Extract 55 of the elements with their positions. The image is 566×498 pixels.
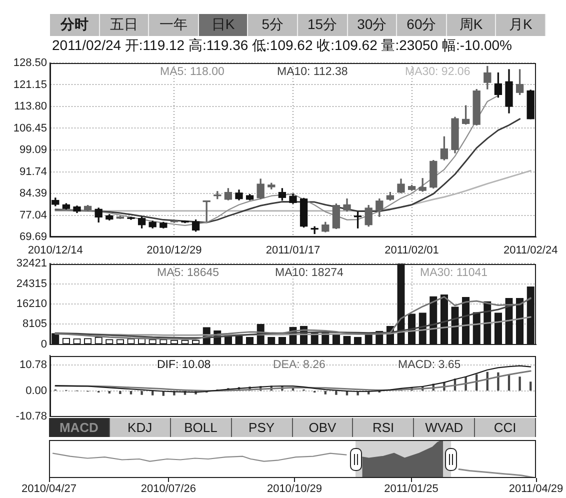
- tab: OBV: [292, 418, 354, 437]
- x-tick-label: 2011/02/01: [384, 244, 439, 257]
- y-tick-label: 24315: [16, 278, 47, 290]
- x-tick-label: 2011/04/29: [508, 483, 564, 496]
- y-tick-label: 84.39: [19, 188, 47, 200]
- y-tick-label: 91.74: [19, 166, 47, 178]
- tab: 5分: [248, 14, 298, 36]
- series-label: DIF: 10.08: [157, 358, 211, 371]
- tab: 周K: [446, 14, 496, 36]
- x-tick-label: 2010/10/29: [266, 483, 322, 496]
- tab: 分时: [50, 14, 100, 36]
- tab: RSI: [353, 418, 414, 437]
- text: 2011/02/24 开:119.12 高:119.36 低:109.62 收:109.62 量:23050 幅:-10.00%: [52, 36, 512, 53]
- x-tick-label: 2011/01/25: [384, 483, 438, 496]
- x-tick-label: 2010/12/14: [28, 244, 83, 257]
- y-tick-label: 32421: [16, 258, 47, 270]
- text: MA30: 92.06: [405, 66, 470, 78]
- text: MA10: 18274: [275, 266, 344, 279]
- tab: 月K: [496, 14, 546, 36]
- tab: PSY: [232, 418, 292, 437]
- tab: 60分: [397, 14, 447, 36]
- y-tick-label: 0: [40, 338, 47, 350]
- y-tick-label: 106.45: [13, 122, 47, 134]
- x-tick-label: 2010/12/29: [146, 244, 202, 257]
- series-label: DEA: 8.26: [273, 358, 326, 371]
- series-label: MACD: 3.65: [398, 358, 461, 371]
- y-tick-label: 16210: [16, 298, 47, 310]
- tab: 30分: [348, 14, 398, 36]
- x-tick-label: 2010/07/26: [140, 483, 196, 496]
- y-tick-label: 77.04: [19, 209, 47, 222]
- text: MA5: 18645: [157, 266, 220, 279]
- y-tick-label: -10.78: [16, 410, 47, 422]
- tab: 日K: [198, 14, 248, 36]
- y-tick-label: 69.69: [19, 231, 47, 244]
- text: MA5: 118.00: [160, 66, 224, 78]
- tab: CCI: [475, 418, 536, 437]
- tab: WVAD: [414, 418, 476, 437]
- tab: 15分: [298, 14, 348, 36]
- x-tick-label: 2010/04/27: [21, 483, 77, 496]
- x-tick-label: 2011/01/17: [266, 244, 320, 257]
- tab: 一年: [149, 14, 199, 36]
- y-tick-label: 113.80: [14, 100, 47, 113]
- tab: BOLL: [170, 418, 232, 437]
- x-tick-label: 2011/02/24: [503, 244, 558, 257]
- y-tick-label: 128.50: [13, 57, 47, 70]
- y-tick-label: 121.15: [13, 78, 47, 91]
- text: MA10: 112.38: [277, 66, 348, 78]
- y-tick-label: 8105: [22, 318, 47, 330]
- tab: KDJ: [110, 418, 171, 437]
- y-tick-label: 99.09: [19, 144, 47, 156]
- y-tick-label: 10.78: [19, 359, 47, 372]
- text: MA30: 11041: [420, 266, 488, 279]
- tab: 五日: [100, 14, 150, 36]
- tab: MACD: [49, 418, 110, 437]
- y-tick-label: 0.00: [26, 384, 47, 397]
